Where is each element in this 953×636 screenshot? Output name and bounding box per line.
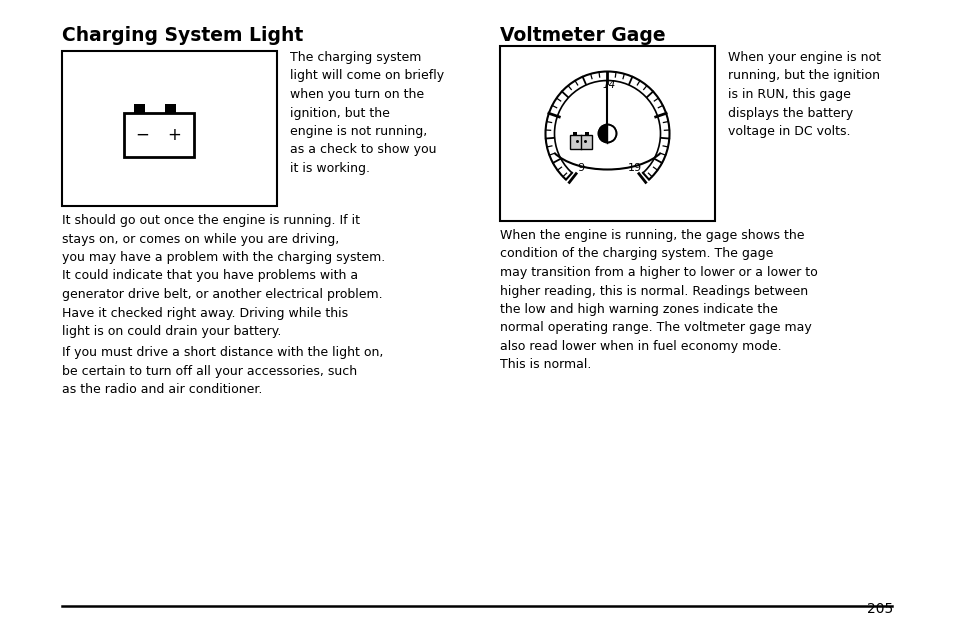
Text: 9: 9 <box>577 163 583 173</box>
Text: 19: 19 <box>627 163 641 173</box>
Text: It should go out once the engine is running. If it
stays on, or comes on while y: It should go out once the engine is runn… <box>62 214 385 338</box>
Wedge shape <box>563 134 650 198</box>
Wedge shape <box>570 134 643 188</box>
Circle shape <box>598 125 616 142</box>
Circle shape <box>545 71 669 195</box>
Bar <box>124 113 193 156</box>
Text: −: − <box>135 126 150 144</box>
Circle shape <box>583 140 586 143</box>
Text: 14: 14 <box>602 81 616 90</box>
Text: The charging system
light will come on briefly
when you turn on the
ignition, bu: The charging system light will come on b… <box>290 51 444 175</box>
Bar <box>573 132 577 134</box>
Bar <box>62 51 276 206</box>
Bar <box>570 134 592 148</box>
Circle shape <box>554 81 659 186</box>
Text: When the engine is running, the gage shows the
condition of the charging system.: When the engine is running, the gage sho… <box>499 229 817 371</box>
Text: Charging System Light: Charging System Light <box>62 26 303 45</box>
Text: +: + <box>167 126 181 144</box>
Text: Voltmeter Gage: Voltmeter Gage <box>499 26 665 45</box>
Text: If you must drive a short distance with the light on,
be certain to turn off all: If you must drive a short distance with … <box>62 346 383 396</box>
Bar <box>585 132 589 134</box>
Bar <box>165 104 176 113</box>
Bar <box>499 46 714 221</box>
Text: When your engine is not
running, but the ignition
is in RUN, this gage
displays : When your engine is not running, but the… <box>727 51 880 138</box>
Bar <box>133 104 145 113</box>
Wedge shape <box>598 125 607 142</box>
Circle shape <box>576 140 578 143</box>
Text: 205: 205 <box>866 602 892 616</box>
